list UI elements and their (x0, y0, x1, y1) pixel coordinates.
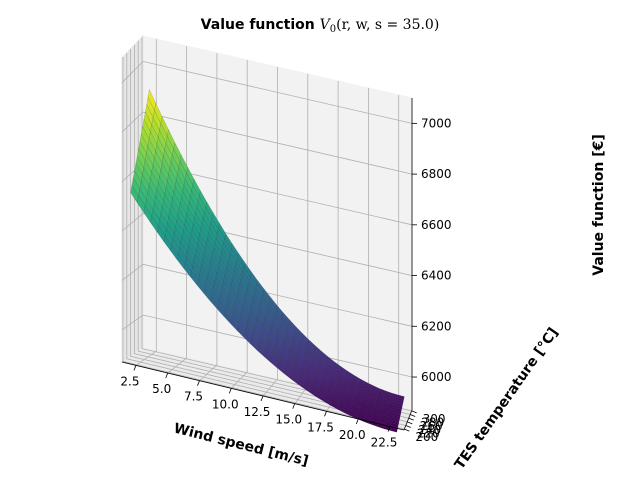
y-tick-label: 300 (423, 412, 446, 426)
y-axis-line (403, 409, 413, 431)
y-gridline-1 (126, 53, 406, 426)
x-tick-mark (197, 380, 200, 386)
x-tick-label: 20.0 (339, 428, 366, 442)
z-tick-label: 6600 (421, 218, 452, 232)
x-tick-mark (228, 388, 232, 394)
y-gridline-0 (122, 57, 405, 430)
chart-title-text: Value function (201, 17, 320, 33)
x-tick-mark (324, 411, 327, 417)
x-tick-label: 17.5 (307, 420, 334, 434)
x-tick-label: 5.0 (152, 382, 171, 396)
y-tick-mark (411, 410, 417, 414)
x-tick-label: 22.5 (371, 436, 398, 450)
surface-patch (392, 415, 401, 420)
surface-patch (391, 420, 400, 425)
x-tick-mark (260, 395, 264, 402)
surface-patch (392, 417, 400, 423)
x-gridline-4 (262, 67, 278, 397)
x-axis-label: Wind speed [m/s] (172, 421, 310, 470)
y-tick-label: 260 (420, 419, 443, 433)
x-tick-mark (355, 418, 359, 425)
z-gridline-5 (121, 60, 413, 124)
z-axis-label: Value function [€] (591, 134, 607, 275)
y-tick-mark (410, 414, 416, 417)
surface-patch (390, 422, 399, 428)
value-function-surface (130, 88, 405, 433)
z-gridline-1 (121, 263, 413, 327)
x-gridline-2 (199, 53, 218, 381)
y-tick-label: 280 (421, 416, 444, 430)
z-tick-label: 6800 (421, 167, 452, 181)
z-gridline-2 (121, 213, 413, 276)
chart-title: Value function V0(r, w, s = 35.0) (201, 17, 440, 35)
x-tick-mark (387, 426, 391, 432)
y-axis-label: TES temperature [°C] (452, 325, 562, 472)
x-tick-mark (292, 403, 296, 409)
y-tick-label: 220 (417, 426, 440, 440)
x-tick-label: 2.5 (120, 374, 139, 388)
z-tick-label: 6400 (421, 269, 452, 283)
x-gridline-3 (230, 60, 248, 389)
x-tick-label: 15.0 (275, 413, 302, 427)
x-tick-label: 10.0 (212, 397, 239, 411)
surface-patch (395, 402, 403, 408)
surface-patch (393, 410, 402, 415)
y-tick-mark (408, 417, 414, 421)
z-tick-label: 7000 (421, 116, 452, 130)
chart-title-args: (r, w, s = 35.0) (336, 17, 439, 33)
chart-title-symbol: V (320, 17, 332, 33)
surface-patch (389, 427, 398, 433)
y-tick-mark (404, 428, 410, 432)
z-tick-label: 6200 (421, 319, 452, 333)
z-gridline-4 (121, 111, 413, 175)
x-gridline-1 (167, 46, 188, 374)
x-tick-label: 12.5 (244, 405, 271, 419)
x-tick-mark (165, 372, 169, 379)
axis-ticks: 2.5 5.0 7.5 10.0 12.5 15.0 17.5 20.0 22.5 2002202… (120, 116, 451, 449)
x-tick-label: 7.5 (184, 390, 203, 404)
y-tick-label: 240 (418, 423, 441, 437)
x-tick-mark (133, 365, 137, 371)
y-tick-label: 200 (415, 430, 438, 444)
chart-title-subscript: 0 (330, 24, 336, 35)
z-tick-label: 6000 (421, 370, 452, 384)
y-tick-mark (405, 425, 411, 428)
y-tick-mark (407, 421, 413, 425)
y-gridline-2 (130, 49, 408, 423)
